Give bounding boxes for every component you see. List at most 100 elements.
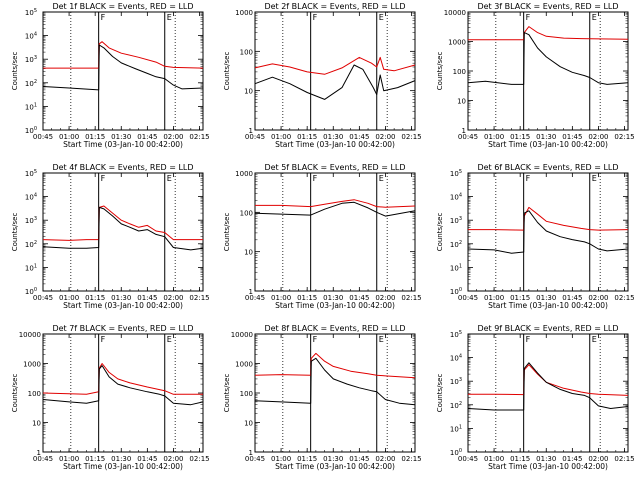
y-tick-label: 1	[249, 127, 253, 135]
x-tick-label: 00:45	[458, 133, 478, 141]
x-tick-label: 01:45	[349, 133, 369, 141]
y-tick-label: 105	[25, 169, 37, 178]
y-tick-label: 104	[25, 32, 37, 41]
plot-frame	[467, 333, 629, 453]
panel-title: Det 3f BLACK = Events, RED = LLD	[477, 2, 618, 11]
y-axis-label: Counts/sec	[436, 213, 444, 252]
x-tick-label: 01:45	[562, 455, 582, 463]
y-tick-label: 104	[25, 193, 37, 202]
x-axis-label: Start Time (03-Jan-10 00:42:00)	[275, 462, 395, 471]
x-tick-label: 00:45	[33, 133, 53, 141]
series-events-line	[467, 32, 629, 85]
x-tick-label: 01:15	[85, 133, 105, 141]
x-axis-label: Start Time (03-Jan-10 00:42:00)	[488, 301, 608, 310]
marker-label: F	[313, 335, 318, 344]
x-tick-label: 01:00	[59, 294, 79, 302]
y-tick-label: 1000	[235, 170, 253, 178]
x-tick-label: 02:15	[401, 294, 421, 302]
y-axis-label: Counts/sec	[223, 52, 231, 91]
series-events-line	[42, 365, 204, 406]
x-tick-label: 00:45	[33, 294, 53, 302]
y-tick-label: 10	[457, 98, 466, 106]
x-tick-label: 00:45	[245, 294, 265, 302]
y-tick-label: 100	[28, 390, 41, 398]
y-tick-label: 105	[450, 169, 462, 178]
y-tick-label: 10	[244, 420, 253, 428]
panel-title: Det 7f BLACK = Events, RED = LLD	[52, 324, 193, 333]
x-tick-label: 01:45	[137, 294, 157, 302]
y-tick-label: 102	[25, 79, 37, 88]
plot-frame	[467, 11, 629, 131]
x-tick-label: 01:15	[510, 455, 530, 463]
x-tick-label: 02:00	[163, 294, 183, 302]
series-lld-line	[254, 56, 416, 75]
x-tick-label: 01:45	[137, 455, 157, 463]
x-tick-label: 01:15	[297, 294, 317, 302]
y-tick-label: 101	[450, 263, 462, 272]
y-axis-label: Counts/sec	[11, 213, 19, 252]
y-tick-label: 102	[25, 240, 37, 249]
series-events-line	[254, 64, 416, 100]
x-tick-label: 01:15	[85, 455, 105, 463]
x-tick-label: 02:00	[375, 133, 395, 141]
marker-label: F	[101, 174, 106, 183]
panel-title: Det 9f BLACK = Events, RED = LLD	[477, 324, 618, 333]
plot-frame	[254, 333, 416, 453]
x-tick-label: 01:15	[510, 133, 530, 141]
marker-label: E	[592, 335, 597, 344]
marker-label: E	[379, 335, 384, 344]
marker-label: E	[167, 13, 172, 22]
y-tick-label: 1000	[448, 39, 466, 47]
y-tick-label: 1	[249, 288, 253, 296]
x-tick-label: 02:00	[163, 133, 183, 141]
panel-det-3: Det 3f BLACK = Events, RED = LLD F E 00:45 0…	[436, 2, 635, 149]
x-axis-label: Start Time (03-Jan-10 00:42:00)	[63, 140, 183, 149]
series-events-line	[42, 206, 204, 251]
x-tick-label: 01:30	[111, 455, 131, 463]
y-axis-label: Counts/sec	[11, 52, 19, 91]
x-tick-label: 01:15	[297, 133, 317, 141]
x-tick-label: 01:00	[484, 455, 504, 463]
x-tick-label: 02:15	[614, 455, 634, 463]
series-lld-line	[468, 364, 629, 396]
panel-title: Det 4f BLACK = Events, RED = LLD	[52, 163, 193, 172]
x-tick-label: 02:15	[189, 133, 209, 141]
marker-label: F	[526, 174, 531, 183]
x-tick-label: 02:00	[588, 455, 608, 463]
plot-frame	[42, 11, 204, 131]
marker-label: E	[167, 335, 172, 344]
series-lld-line	[255, 199, 416, 208]
panel-title: Det 2f BLACK = Events, RED = LLD	[264, 2, 405, 11]
panel-det-4: Det 4f BLACK = Events, RED = LLD F E 00:45 0…	[11, 163, 210, 310]
x-axis-label: Start Time (03-Jan-10 00:42:00)	[488, 462, 608, 471]
y-axis-label: Counts/sec	[223, 213, 231, 252]
x-tick-label: 00:45	[458, 455, 478, 463]
y-tick-label: 101	[450, 424, 462, 433]
x-tick-label: 01:15	[510, 294, 530, 302]
x-tick-label: 01:00	[484, 294, 504, 302]
y-tick-label: 100	[450, 448, 462, 457]
plot-frame	[42, 333, 204, 453]
panel-title: Det 1f BLACK = Events, RED = LLD	[52, 2, 193, 11]
x-axis-label: Start Time (03-Jan-10 00:42:00)	[275, 301, 395, 310]
x-tick-label: 00:45	[245, 455, 265, 463]
y-tick-label: 1	[462, 127, 466, 135]
x-tick-label: 01:30	[536, 455, 556, 463]
y-tick-label: 104	[450, 193, 462, 202]
x-tick-label: 02:00	[375, 294, 395, 302]
x-tick-label: 02:00	[375, 455, 395, 463]
x-axis-label: Start Time (03-Jan-10 00:42:00)	[63, 301, 183, 310]
y-tick-label: 10	[32, 420, 41, 428]
x-tick-label: 01:45	[562, 133, 582, 141]
x-tick-label: 00:45	[33, 455, 53, 463]
x-axis-label: Start Time (03-Jan-10 00:42:00)	[63, 462, 183, 471]
y-axis-label: Counts/sec	[436, 52, 444, 91]
y-tick-label: 100	[240, 390, 253, 398]
x-tick-label: 01:00	[484, 133, 504, 141]
y-tick-label: 10	[244, 249, 253, 257]
x-tick-label: 01:00	[271, 294, 291, 302]
x-tick-label: 01:30	[111, 133, 131, 141]
x-tick-label: 00:45	[245, 133, 265, 141]
marker-label: F	[101, 335, 106, 344]
y-tick-label: 100	[25, 287, 37, 296]
